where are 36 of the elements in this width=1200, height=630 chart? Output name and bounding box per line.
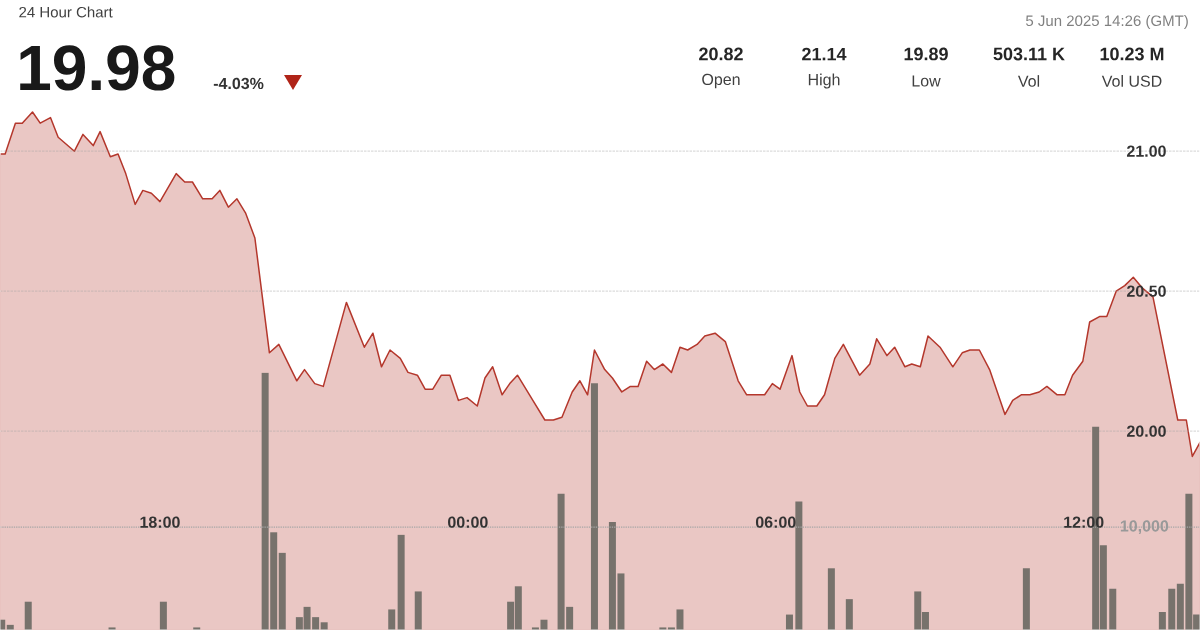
bar	[845, 599, 853, 630]
bar	[24, 601, 32, 630]
bar	[795, 501, 803, 630]
bar	[397, 534, 405, 630]
chart-title: 24 Hour Chart	[19, 6, 113, 18]
annotation: 5 Jun 2025 14:26 (GMT)	[1025, 15, 1188, 29]
bar	[1158, 612, 1166, 630]
annotation: Vol USD	[1101, 75, 1162, 87]
annotation: 10,000	[1120, 520, 1169, 534]
bar	[414, 591, 422, 630]
x-tick-label: 00:00	[448, 516, 488, 528]
bar	[1022, 568, 1030, 630]
y-tick-label: 21.00	[1126, 145, 1166, 157]
bar	[785, 614, 793, 630]
bar	[590, 383, 598, 630]
x-tick-label: 18:00	[140, 516, 180, 528]
annotation: Low	[912, 75, 941, 87]
bar	[388, 609, 396, 630]
annotation: 19.89	[904, 47, 948, 61]
bar	[1109, 588, 1117, 630]
annotation: 21.14	[802, 47, 847, 61]
bar	[320, 622, 328, 630]
annotation: Open	[702, 73, 740, 89]
text: 19.98	[20, 45, 175, 91]
bar	[827, 568, 835, 630]
annotation: 20.82	[699, 47, 743, 61]
annotation: -4.03%	[213, 77, 264, 90]
annotation: 503.11 K	[993, 47, 1065, 61]
bar	[1168, 588, 1176, 630]
bar	[159, 601, 167, 630]
bar	[278, 552, 286, 630]
annotation: High	[808, 73, 840, 89]
annotation: Vol	[1017, 75, 1040, 87]
x-tick-label: 06:00	[755, 516, 796, 528]
y-tick-label: 20.00	[1126, 425, 1166, 437]
annotation: 10.23 M	[1100, 47, 1164, 61]
